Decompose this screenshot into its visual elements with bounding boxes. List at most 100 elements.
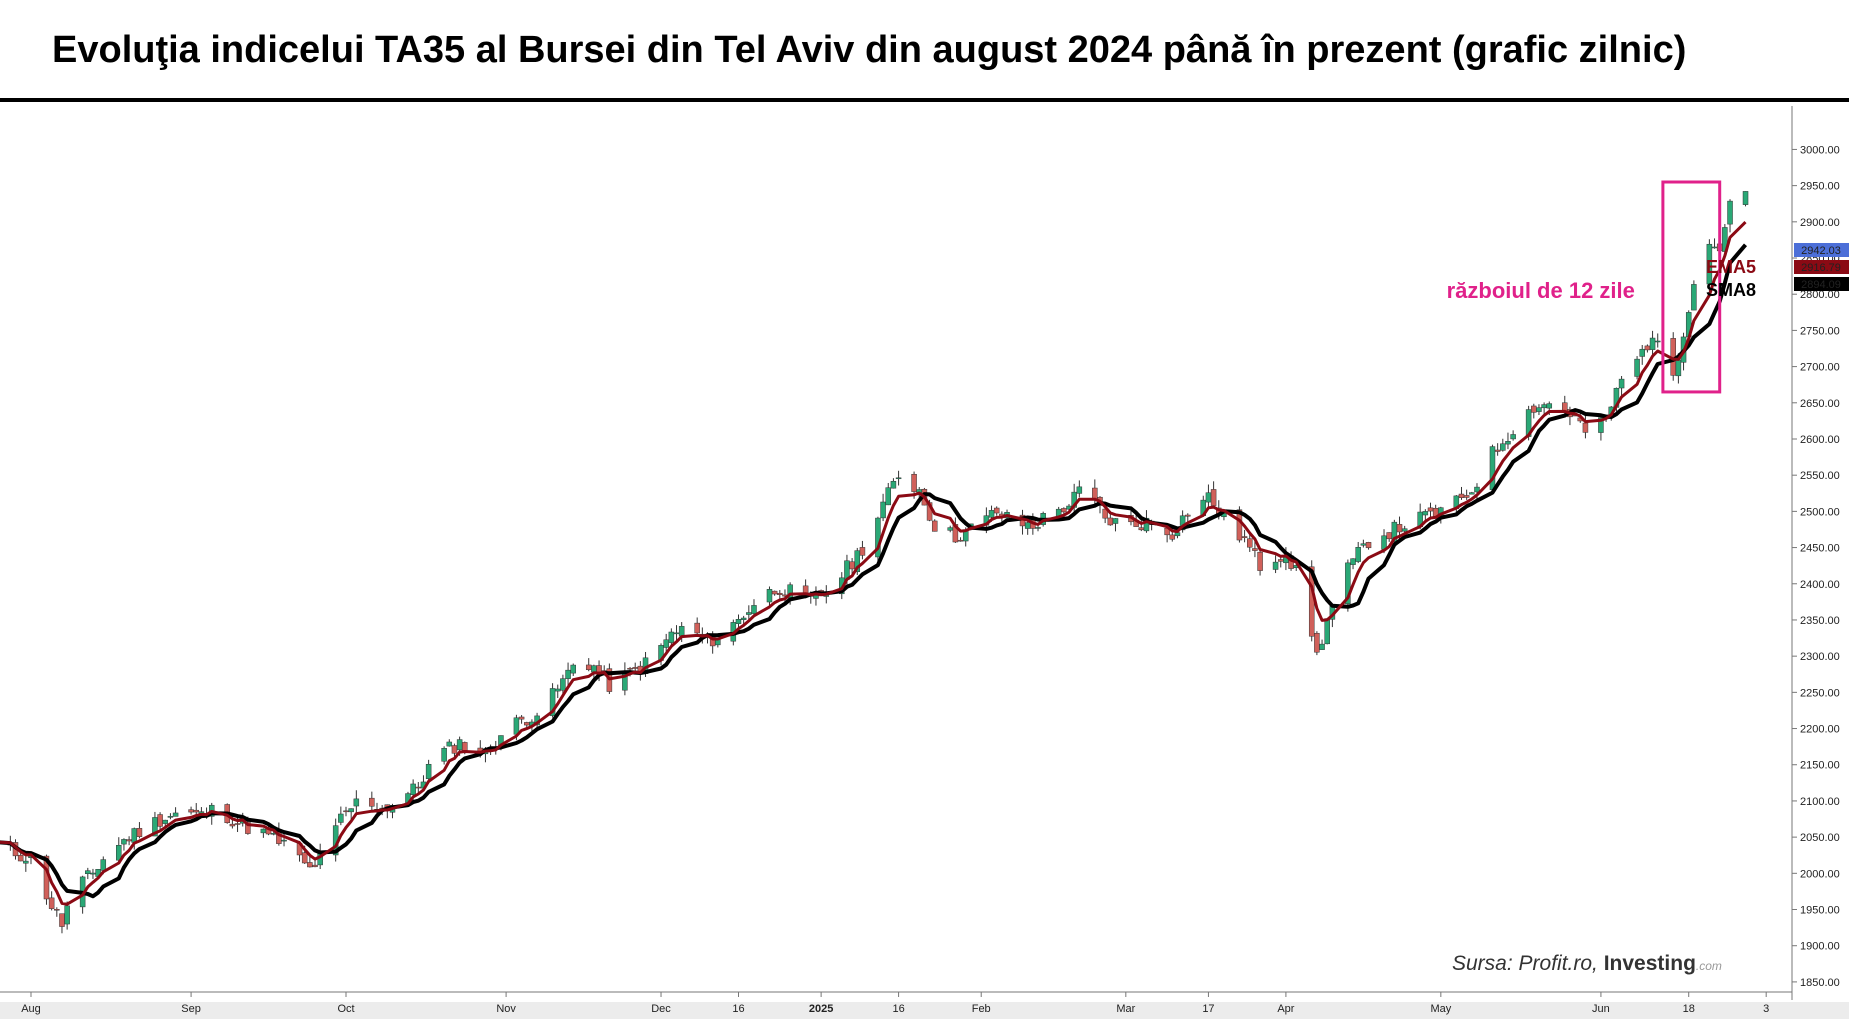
candle-body (1546, 403, 1553, 409)
candle-body (585, 664, 592, 671)
y-tick-label: 2900.00 (1800, 217, 1840, 229)
candle-body (1314, 632, 1320, 653)
candle-body (1252, 548, 1258, 551)
candle-body (1169, 534, 1176, 540)
candle-body (1107, 517, 1114, 526)
page-title: Evoluţia indicelui TA35 al Bursei din Te… (52, 29, 1687, 71)
legend-ema5: EMA5 (1706, 257, 1756, 277)
candle-body (54, 908, 60, 911)
y-tick-label: 2100.00 (1800, 796, 1840, 808)
candle-body (441, 747, 447, 762)
candle-body (1210, 489, 1217, 506)
candle-body (911, 473, 917, 492)
y-tick-label: 2050.00 (1800, 832, 1840, 844)
candle-body (1634, 358, 1640, 377)
y-tick-label: 2250.00 (1800, 687, 1840, 699)
candle-body (1649, 337, 1656, 350)
candle-body (126, 839, 132, 842)
candle-body (1458, 493, 1465, 498)
candle-body (23, 860, 29, 864)
candle-body (1422, 511, 1429, 516)
candle-body (172, 812, 179, 817)
candle-body (570, 664, 576, 674)
candle-body (1324, 618, 1330, 645)
ema5-line (0, 221, 1747, 906)
candle-body (802, 585, 809, 594)
candle-body (85, 870, 91, 875)
candle-body (1272, 561, 1279, 570)
candle-body (136, 828, 143, 837)
candle-body (1639, 348, 1645, 357)
candle-body (895, 477, 902, 480)
x-tick-label: 2025 (809, 1003, 833, 1015)
candle-body (1205, 492, 1212, 503)
candle-body (694, 622, 700, 634)
candle-body (890, 480, 897, 489)
candle-body (193, 809, 199, 813)
x-axis-band (0, 1002, 1849, 1019)
candle-body (1401, 528, 1408, 532)
candle-body (157, 814, 163, 827)
candle-body (446, 741, 453, 747)
source-credit: Sursa: Profit.ro, Investing.com (1452, 952, 1722, 975)
candle-body (131, 828, 138, 843)
price-tag-bg (1794, 277, 1849, 291)
candle-body (48, 897, 55, 909)
candle-body (957, 539, 964, 542)
legend-sma8: SMA8 (1706, 280, 1756, 300)
candle-body (281, 839, 287, 842)
candle-body (353, 798, 360, 807)
candle-body (673, 632, 680, 635)
source-prefix: Sursa: Profit.ro, (1452, 952, 1604, 975)
candle-body (565, 669, 571, 679)
candle-body (64, 905, 70, 925)
x-tick-label: Aug (21, 1003, 41, 1015)
candle-body (849, 561, 855, 570)
candle-body (1541, 404, 1547, 409)
y-tick-label: 2450.00 (1800, 543, 1840, 555)
y-tick-label: 2650.00 (1800, 398, 1840, 410)
x-tick-label: 17 (1202, 1003, 1214, 1015)
x-tick-label: Oct (337, 1003, 354, 1015)
x-tick-label: 3 (1763, 1003, 1769, 1015)
candle-body (1675, 359, 1682, 377)
candle-body (885, 487, 892, 506)
candle-body (627, 667, 633, 670)
price-tag-bg (1794, 243, 1849, 257)
war-highlight-box (1661, 180, 1722, 394)
x-tick-label: Feb (972, 1003, 991, 1015)
candle-body (1092, 487, 1098, 500)
candle-body (1727, 200, 1733, 225)
war-annotation-label: războiul de 12 zile (1447, 278, 1635, 303)
candle-body (301, 852, 308, 864)
candle-body (988, 510, 995, 518)
candle-body (456, 739, 463, 751)
candle-body (1463, 495, 1470, 498)
candle-body (1510, 434, 1516, 440)
y-tick-label: 2700.00 (1800, 362, 1840, 374)
candle-body (451, 745, 458, 754)
candle-body (260, 828, 267, 834)
candle-body (524, 722, 530, 726)
candle-body (229, 823, 236, 827)
candle-body (348, 808, 354, 813)
candle-body (859, 547, 866, 556)
candle-body (1489, 446, 1496, 490)
candle-body (410, 783, 416, 795)
candle-body (312, 864, 318, 868)
candle-body (100, 859, 107, 871)
candle-body (663, 639, 669, 648)
candle-body (425, 763, 432, 779)
candle-body (1691, 284, 1697, 311)
price-tag-label: 2894.09 (1801, 279, 1841, 291)
x-tick-label: Jun (1592, 1003, 1610, 1015)
x-tick-label: 16 (892, 1003, 904, 1015)
candle-body (1654, 340, 1661, 343)
candle-body (1618, 378, 1625, 389)
candle-body (1112, 518, 1119, 524)
candle-body (947, 527, 953, 531)
candle-body (740, 617, 747, 620)
candle-body (1711, 246, 1718, 249)
candle-body (771, 590, 778, 595)
